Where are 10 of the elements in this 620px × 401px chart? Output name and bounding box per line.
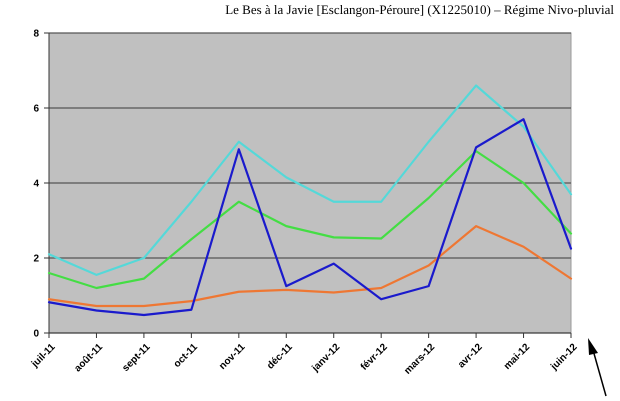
y-tick-label: 0 — [33, 328, 40, 340]
line-series — [48, 84, 572, 276]
line-series — [48, 118, 572, 316]
y-tick-label: 4 — [33, 178, 40, 190]
y-tick-label: 2 — [33, 254, 40, 264]
line-series — [48, 225, 572, 308]
line-series — [48, 150, 572, 290]
y-tick-label: 6 — [33, 104, 40, 114]
chart-title: Le Bes à la Javie [Esclangon-Péroure] (X1225010) – Régime Nivo-pluvial — [225, 2, 614, 17]
y-tick-label: 8 — [33, 28, 40, 40]
